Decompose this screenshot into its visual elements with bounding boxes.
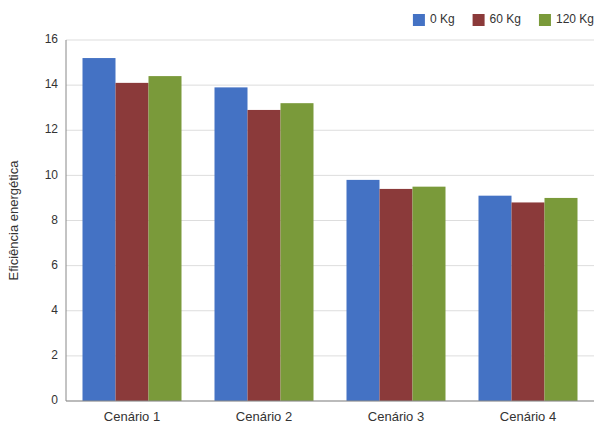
y-tick-label: 12 [45, 122, 59, 136]
grid [66, 40, 594, 401]
legend-label: 120 Kg [556, 12, 594, 26]
legend-swatch [539, 14, 551, 26]
y-axis-label: Eficiência energética [6, 160, 21, 281]
legend-label: 60 Kg [490, 12, 521, 26]
y-tick-label: 8 [51, 213, 58, 227]
x-axis-line [66, 401, 594, 402]
bar [116, 83, 149, 401]
y-tick-label: 2 [51, 348, 58, 362]
grid-line [66, 401, 594, 402]
y-tick-label: 6 [51, 258, 58, 272]
bar [83, 58, 116, 401]
y-axis: 0 2 4 6 8 10 12 14 16 [45, 32, 59, 407]
chart-container: 0 2 4 6 8 10 12 14 16 Cenário 1 Cenário 2 Cenário 3… [0, 0, 610, 441]
x-tick-label: Cenário 4 [500, 409, 556, 424]
legend-swatch [413, 14, 425, 26]
legend-item: 60 Kg [473, 12, 521, 26]
x-tick-label: Cenário 2 [236, 409, 292, 424]
bar [248, 110, 281, 401]
chart: 0 2 4 6 8 10 12 14 16 Cenário 1 Cenário 2 Cenário 3… [0, 0, 610, 441]
legend-item: 0 Kg [413, 12, 455, 26]
y-tick-label: 10 [45, 168, 59, 182]
bar [512, 202, 545, 401]
grid-line [66, 40, 594, 41]
legend-swatch [473, 14, 485, 26]
y-tick-label: 14 [45, 77, 59, 91]
x-axis: Cenário 1 Cenário 2 Cenário 3 Cenário 4 [104, 409, 556, 424]
y-tick-label: 16 [45, 32, 59, 46]
legend-label: 0 Kg [430, 12, 455, 26]
bar [347, 180, 380, 401]
bar [215, 87, 248, 401]
bar [479, 196, 512, 401]
bar [545, 198, 578, 401]
legend-item: 120 Kg [539, 12, 594, 26]
y-tick-label: 0 [51, 393, 58, 407]
bar [380, 189, 413, 401]
y-tick-label: 4 [51, 303, 58, 317]
bars [83, 58, 578, 401]
bar [149, 76, 182, 401]
legend: 0 Kg 60 Kg 120 Kg [413, 12, 594, 26]
x-tick-label: Cenário 1 [104, 409, 160, 424]
bar [413, 187, 446, 401]
bar [281, 103, 314, 401]
y-axis-line [66, 40, 67, 401]
x-tick-label: Cenário 3 [368, 409, 424, 424]
